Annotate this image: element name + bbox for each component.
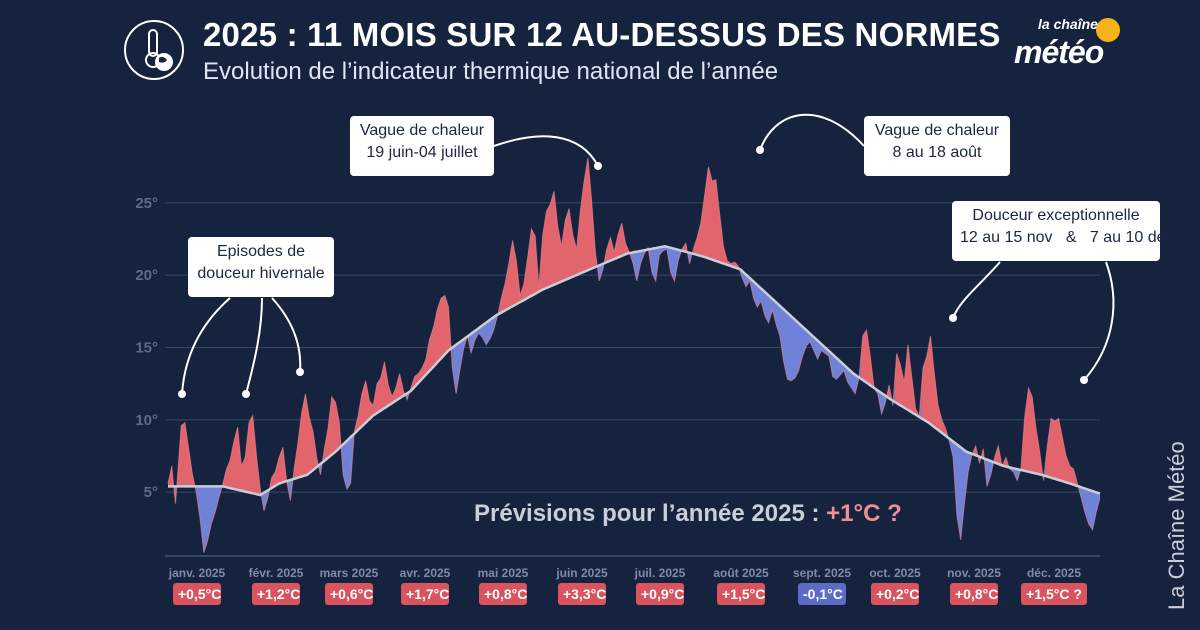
y-tick-label: 5° [144, 484, 158, 501]
callout-arrow [245, 297, 263, 395]
cold-anomaly-area [985, 457, 995, 487]
warm-anomaly-area [222, 415, 263, 501]
warm-anomaly-area [604, 223, 632, 263]
month-label: mars 2025 [319, 566, 379, 580]
y-tick-label: 15° [135, 340, 158, 357]
month-anomaly-badge: +0,8°C [479, 583, 527, 605]
callout-arrow [1083, 261, 1115, 381]
cold-anomaly-area [740, 269, 861, 394]
callout-winter: Episodes de douceur hivernale [188, 237, 334, 297]
forecast-label: Prévisions pour l’année 2025 : [474, 500, 820, 527]
callout-mild-autumn-text: Douceur exceptionnelle 12 au 15 nov & 7 … [960, 207, 1174, 246]
logo-small-text: la chaîne [1038, 16, 1098, 32]
callout-arrow-head [1080, 376, 1088, 384]
month-anomaly-badge: +1,5°C [717, 583, 765, 605]
callout-arrow [181, 297, 231, 395]
month-anomaly-badge: +1,2°C [252, 583, 300, 605]
callout-mild-autumn: Douceur exceptionnelle 12 au 15 nov & 7 … [952, 201, 1174, 261]
forecast-value: +1°C ? [826, 500, 902, 527]
month-label: oct. 2025 [869, 566, 921, 580]
warm-anomaly-area [887, 385, 893, 406]
forecast-text: Prévisions pour l’année 2025 : +1°C ? [474, 500, 902, 528]
callout-heatwave-june: Vague de chaleur 19 juin-04 juillet [350, 116, 494, 176]
month-anomaly-badge: +3,3°C [558, 583, 606, 605]
month-label: janv. 2025 [168, 566, 226, 580]
callout-arrow [493, 135, 599, 167]
header: 2025 : 11 MOIS SUR 12 AU-DESSUS DES NORM… [0, 0, 1200, 100]
warm-anomaly-area [894, 344, 920, 417]
page-title: 2025 : 11 MOIS SUR 12 AU-DESSUS DES NORM… [203, 16, 1001, 53]
warm-anomaly-area [1045, 418, 1080, 491]
cold-anomaly-area [288, 469, 295, 501]
logo-big-text: météo [1014, 34, 1104, 70]
warm-anomaly-area [410, 295, 453, 391]
temperature-line [167, 157, 1101, 554]
month-label: mai 2025 [477, 566, 529, 580]
month-label: sept. 2025 [792, 566, 852, 580]
callout-arrow-head [242, 390, 250, 398]
credit-vertical: La Chaîne Météo [1164, 441, 1189, 610]
month-label: août 2025 [713, 566, 769, 580]
warm-anomaly-area [921, 335, 950, 442]
month-label: juin 2025 [556, 566, 608, 580]
callout-arrow-head [296, 368, 304, 376]
cold-anomaly-area [452, 335, 468, 394]
callout-heatwave-june-text: Vague de chaleur 19 juin-04 juillet [359, 122, 485, 161]
month-anomaly-badge: +0,9°C [636, 583, 684, 605]
month-anomaly-badge: -0,1°C [798, 583, 846, 605]
warm-anomaly-area [294, 393, 319, 479]
warm-anomaly-area [168, 466, 176, 504]
cold-anomaly-area [196, 484, 223, 553]
callout-arrow-head [178, 390, 186, 398]
warm-anomaly-area [994, 445, 1003, 467]
callout-arrow [759, 113, 865, 151]
page-subtitle: Evolution de l’indicateur thermique nati… [203, 58, 779, 85]
month-label: avr. 2025 [399, 566, 451, 580]
cold-anomaly-area [469, 307, 500, 354]
callout-heatwave-august-text: Vague de chaleur 8 au 18 août [874, 122, 1000, 161]
warm-anomaly-area [860, 330, 875, 388]
sun-icon [1096, 18, 1120, 42]
month-anomaly-badge: +1,5°C ? [1021, 583, 1087, 605]
month-label: nov. 2025 [947, 566, 1001, 580]
y-tick-label: 25° [135, 195, 158, 212]
normal-line [168, 245, 1101, 497]
logo: la chaîne météo [1008, 16, 1126, 84]
callout-arrow-head [756, 146, 764, 154]
month-anomaly-badge: +0,8°C [950, 583, 998, 605]
month-label: juil. 2025 [634, 566, 686, 580]
warm-anomaly-area [177, 422, 197, 493]
cold-anomaly-area [949, 438, 974, 540]
y-tick-label: 20° [135, 267, 158, 284]
warm-anomaly-area [322, 396, 342, 463]
month-label: févr. 2025 [248, 566, 304, 580]
callout-arrow-head [949, 314, 957, 322]
month-anomaly-badge: +0,5°C [173, 583, 221, 605]
callout-arrow-head [594, 162, 602, 170]
warm-anomaly-area [1020, 388, 1044, 481]
y-tick-label: 10° [135, 412, 158, 429]
month-anomaly-badge: +1,7°C [401, 583, 449, 605]
month-anomaly-badge: +0,6°C [325, 583, 373, 605]
month-label: déc. 2025 [1026, 566, 1082, 580]
callout-arrow [271, 297, 302, 373]
cold-anomaly-area [650, 246, 682, 281]
month-anomaly-badge: +0,2°C [871, 583, 919, 605]
callout-arrow [952, 261, 1001, 319]
warm-anomaly-area [499, 158, 598, 314]
callout-winter-text: Episodes de douceur hivernale [197, 243, 325, 282]
thermometer-globe-icon [124, 20, 184, 80]
warm-anomaly-area [354, 362, 406, 434]
cold-anomaly-area [874, 387, 888, 414]
callout-heatwave-august: Vague de chaleur 8 au 18 août [864, 116, 1010, 176]
